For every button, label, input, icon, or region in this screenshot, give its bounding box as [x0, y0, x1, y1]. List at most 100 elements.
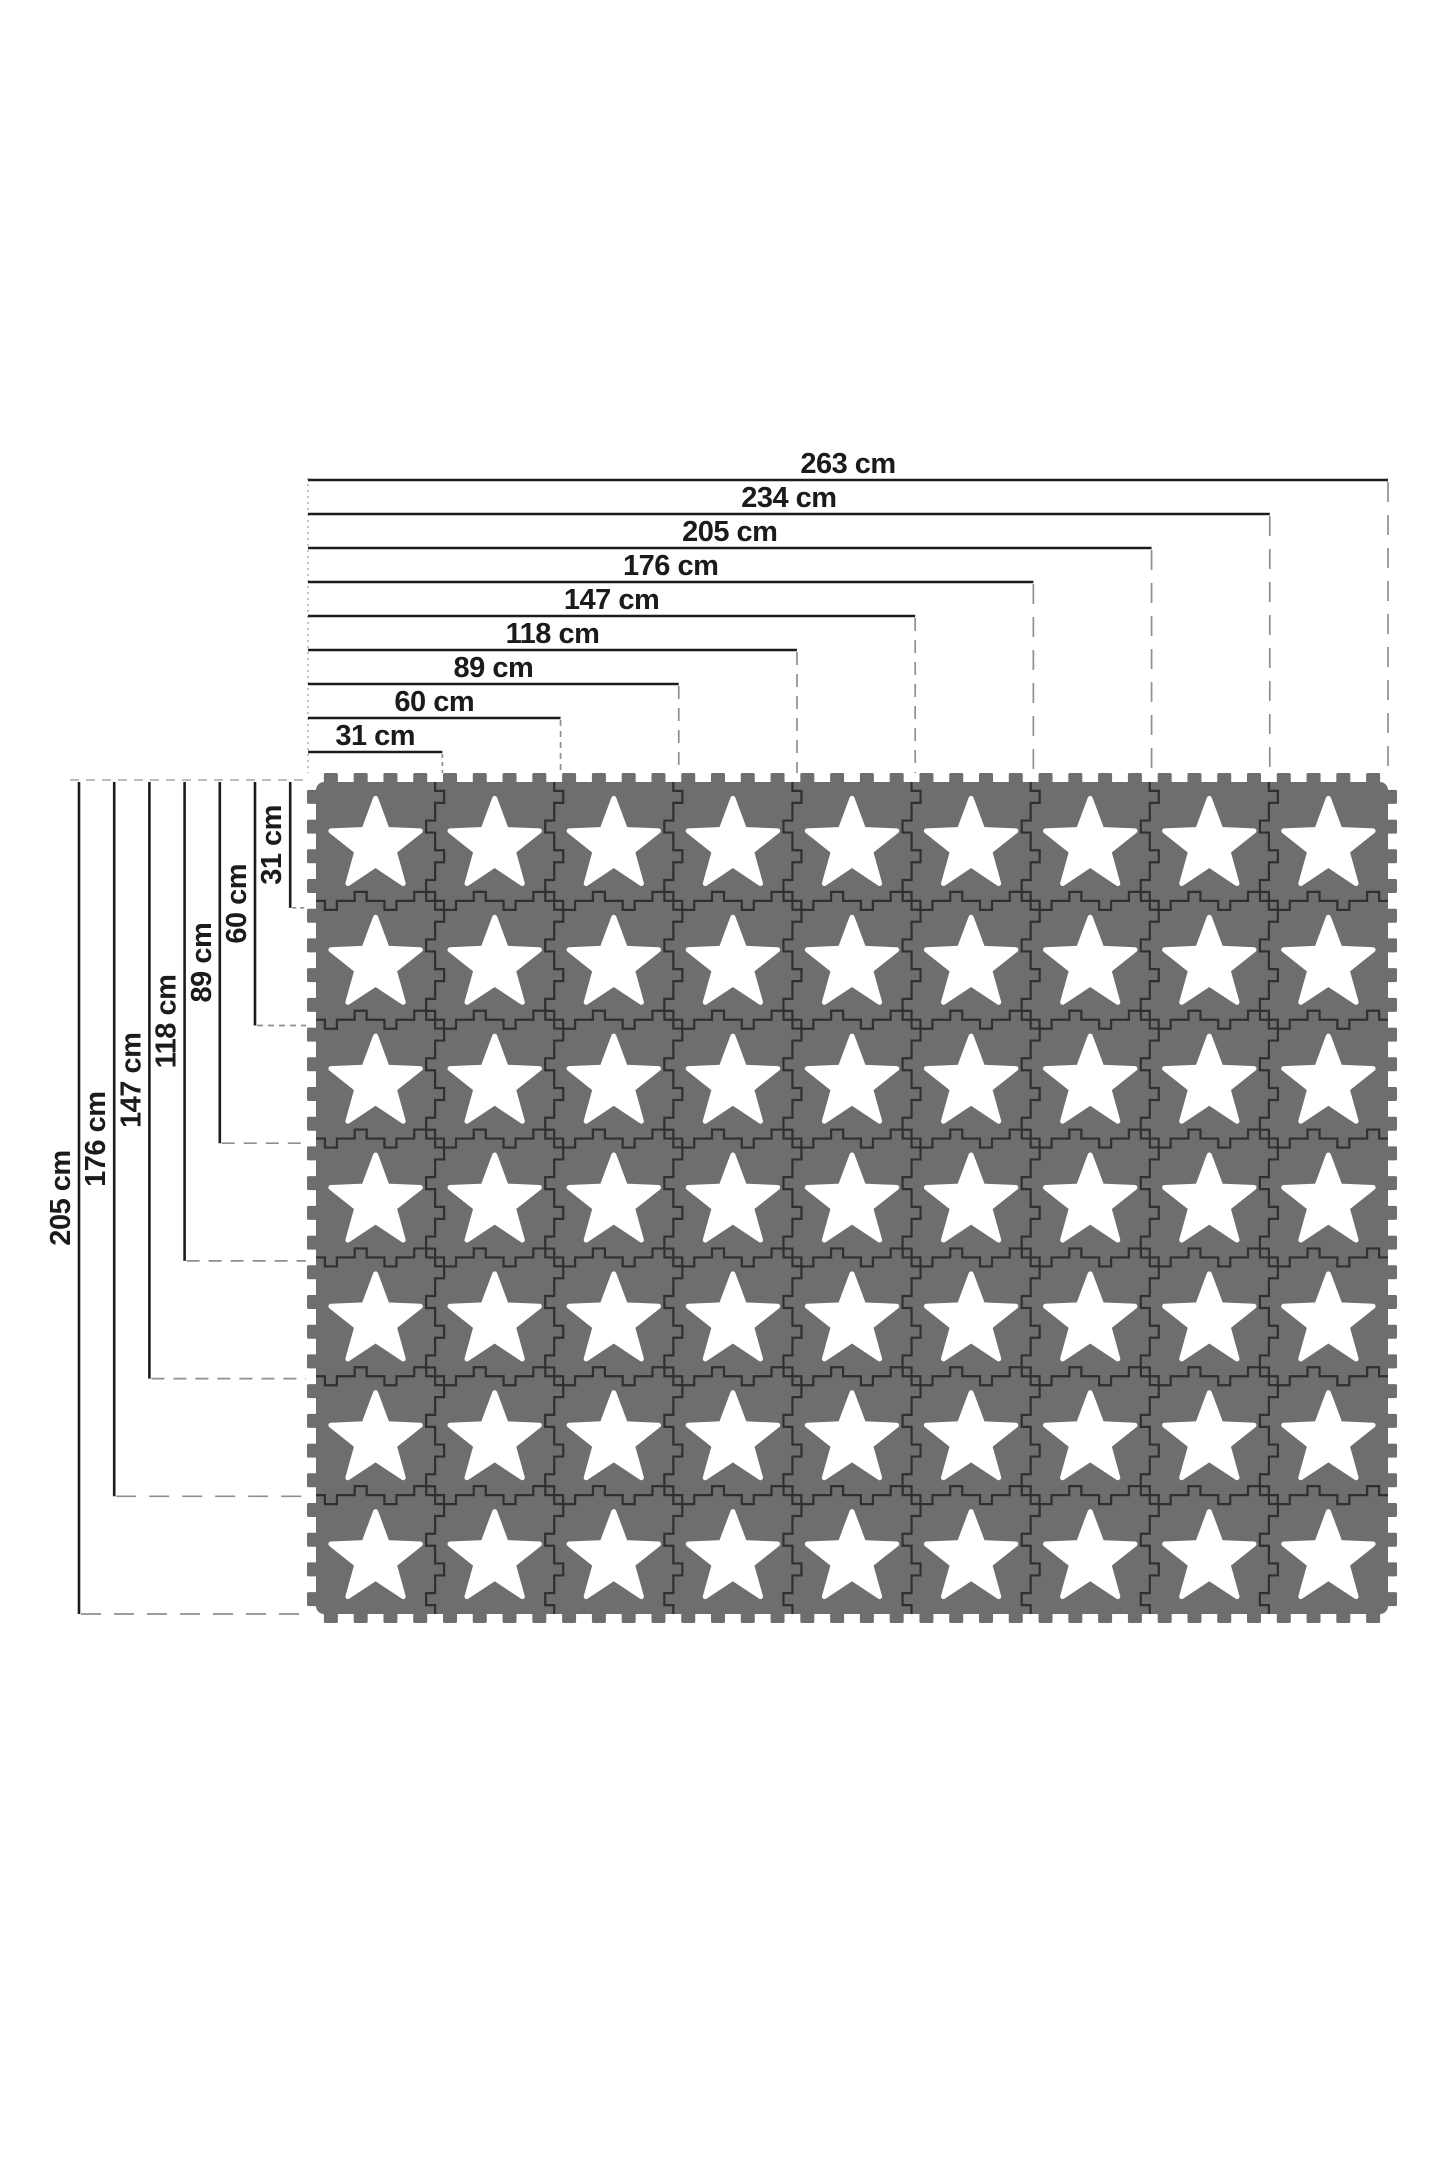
star-icon	[923, 1509, 1019, 1600]
left-dimension-label: 205 cm	[45, 1150, 77, 1245]
top-dimension-label: 147 cm	[564, 584, 659, 616]
star-icon	[1281, 1271, 1376, 1362]
tile-seam-vertical	[1020, 782, 1041, 1614]
mat-edge-tab	[591, 1612, 606, 1623]
mat-edge-tab	[919, 1612, 934, 1623]
mat-edge-tab	[800, 1612, 815, 1623]
star-icon	[1043, 1271, 1138, 1362]
mat-edge-tab	[1386, 1027, 1397, 1042]
mat-edge-tab	[1386, 1235, 1397, 1250]
star-icon	[1162, 914, 1257, 1005]
tile-seam-horizontal	[316, 1128, 1388, 1149]
mat-edge-tab	[353, 773, 368, 784]
mat-edge-tab	[307, 1324, 318, 1339]
star-icon	[1281, 1152, 1376, 1243]
mat-edge-tab	[1386, 1295, 1397, 1309]
tile-seam-vertical	[901, 782, 922, 1614]
star-icon	[923, 914, 1019, 1005]
top-dimension-label: 176 cm	[623, 550, 718, 582]
left-dimension-label: 60 cm	[221, 864, 253, 944]
mat-edge-tab	[307, 1146, 318, 1161]
star-icon	[1281, 795, 1376, 886]
star-icon	[923, 1033, 1019, 1124]
mat-edge-tab	[1157, 773, 1172, 784]
star-icon	[328, 1271, 423, 1362]
mat-edge-tab	[1386, 908, 1397, 923]
mat-edge-tab	[1098, 1612, 1113, 1623]
mat-edge-tab	[307, 908, 318, 923]
star-icon	[923, 1152, 1019, 1243]
star-icon	[804, 1390, 900, 1481]
mat-edge-tab	[307, 968, 318, 983]
mat-edge-tab	[859, 1612, 874, 1623]
star-icon	[328, 1390, 423, 1481]
mat-edge-tab	[711, 1612, 725, 1623]
star-icon	[685, 1271, 781, 1362]
star-icon	[1043, 914, 1138, 1005]
left-dimension-label: 89 cm	[186, 923, 218, 1003]
mat-edge-tab	[1068, 773, 1083, 784]
mat-edge-tab	[621, 773, 636, 784]
star-icon	[447, 1152, 542, 1243]
mat-edge-tab	[651, 1612, 666, 1623]
mat-edge-tab	[1386, 1562, 1397, 1577]
mat-edge-tab	[1336, 1612, 1351, 1623]
star-icon	[1162, 1271, 1257, 1362]
mat-edge-tab	[1386, 1384, 1397, 1399]
tile-seam-vertical	[544, 782, 565, 1614]
star-icon	[447, 914, 542, 1005]
star-icon	[804, 914, 900, 1005]
mat-edge-tab	[1386, 968, 1397, 983]
star-icon	[685, 1033, 781, 1124]
mat-edge-tab	[1336, 773, 1351, 784]
mat-edge-tab	[1386, 1443, 1397, 1458]
mat-edge-tab	[1366, 1612, 1381, 1623]
mat-edge-tab	[651, 773, 666, 784]
mat-edge-tab	[1386, 1116, 1397, 1131]
mat-edge-tab	[307, 1503, 318, 1517]
mat-edge-tab	[307, 819, 318, 834]
mat-edge-tab	[472, 773, 487, 784]
mat-edge-tab	[1386, 789, 1397, 804]
mat-edge-tab	[681, 1612, 696, 1623]
tile-seam-horizontal	[316, 1366, 1388, 1387]
star-icon	[566, 914, 661, 1005]
star-icon	[447, 1033, 542, 1124]
mat-edge-tab	[711, 773, 725, 784]
mat-edge-tab	[1306, 773, 1321, 784]
mat-edge-tab	[1276, 773, 1291, 784]
mat-edge-tab	[307, 1354, 318, 1369]
star-icon	[447, 1271, 542, 1362]
star-icon	[804, 795, 900, 886]
star-icon	[923, 795, 1019, 886]
mat-edge-tab	[1306, 1612, 1321, 1623]
mat-edge-tab	[353, 1612, 368, 1623]
mat-edge-tab	[1386, 1146, 1397, 1161]
star-icon	[1043, 1033, 1138, 1124]
mat-edge-tab	[443, 1612, 457, 1623]
star-icon	[328, 1509, 423, 1600]
tile-seam-vertical	[425, 782, 446, 1614]
mat-edge-tab	[307, 1562, 318, 1577]
star-icon	[1281, 1509, 1376, 1600]
mat-edge-tab	[1386, 849, 1397, 864]
top-dimension-label: 205 cm	[682, 516, 777, 548]
mat-edge-tab	[307, 1295, 318, 1309]
mat-edge-tab	[472, 1612, 487, 1623]
mat-edge-tab	[740, 1612, 755, 1623]
mat-edge-tab	[307, 1532, 318, 1547]
star-icon	[566, 1152, 661, 1243]
tile-seam-horizontal	[316, 890, 1388, 911]
mat-edge-tab	[307, 1027, 318, 1042]
mat-edge-tab	[307, 1384, 318, 1399]
mat-edge-tab	[830, 773, 845, 784]
mat-edge-tab	[307, 1057, 318, 1072]
star-icon	[685, 1152, 781, 1243]
tile-seam-vertical	[663, 782, 684, 1614]
mat-edge-tab	[1386, 1265, 1397, 1280]
mat-edge-tab	[1386, 1503, 1397, 1517]
star-icon	[447, 1509, 542, 1600]
mat-edge-tab	[307, 789, 318, 804]
